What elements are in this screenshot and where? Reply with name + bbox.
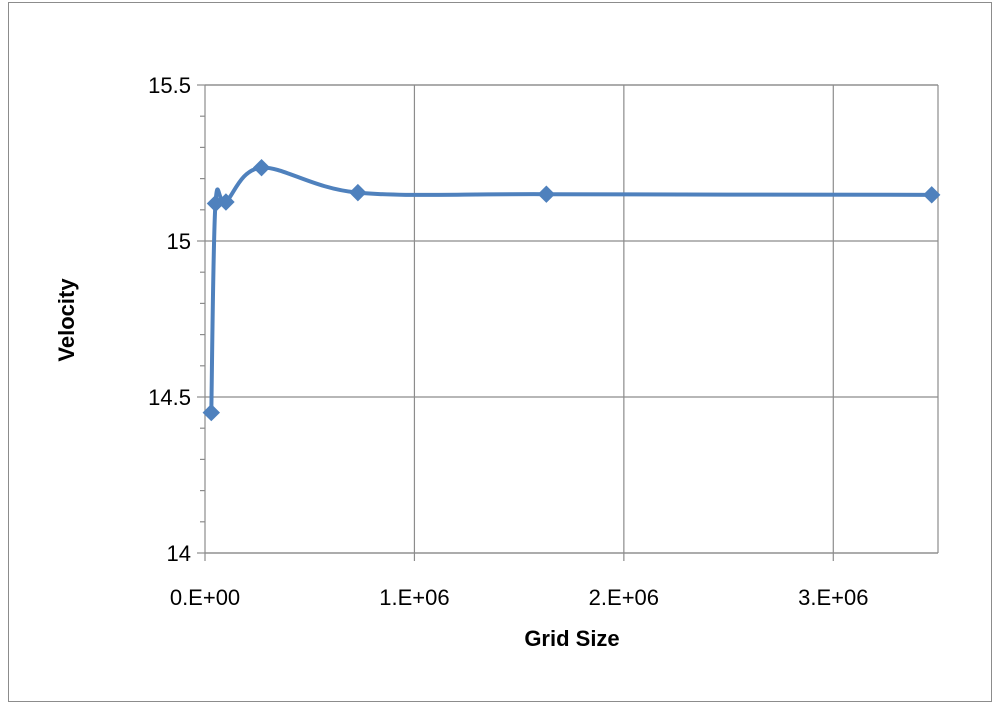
x-tick-label: 1.E+06 [379, 585, 449, 610]
series-velocity [202, 158, 941, 422]
chart-frame [8, 2, 992, 702]
data-point-marker [202, 403, 220, 422]
y-tick-label: 15 [167, 229, 191, 254]
x-tick-label: 2.E+06 [589, 585, 659, 610]
x-axis-title: Grid Size [524, 626, 619, 651]
data-point-marker [217, 193, 235, 211]
data-point-marker [252, 158, 271, 177]
y-tick-label: 14.5 [148, 385, 191, 410]
y-tick-label: 14 [167, 541, 191, 566]
y-tick-label: 15.5 [148, 73, 191, 98]
y-axis-title: Velocity [54, 278, 79, 362]
tick-labels: 14 14.5 15 15.5 0.E+00 1.E+06 2.E+06 3.E+06 [148, 73, 868, 610]
x-tick-label: 3.E+06 [798, 585, 868, 610]
series-line [209, 165, 932, 413]
data-point-marker [537, 185, 556, 203]
axes [197, 84, 939, 561]
data-point-marker [349, 183, 367, 202]
data-point-marker [923, 186, 941, 204]
grid-lines [205, 84, 938, 554]
x-tick-label: 0.E+00 [170, 585, 240, 610]
chart: 14 14.5 15 15.5 0.E+00 1.E+06 2.E+06 3.E+06 Gri… [54, 73, 941, 651]
